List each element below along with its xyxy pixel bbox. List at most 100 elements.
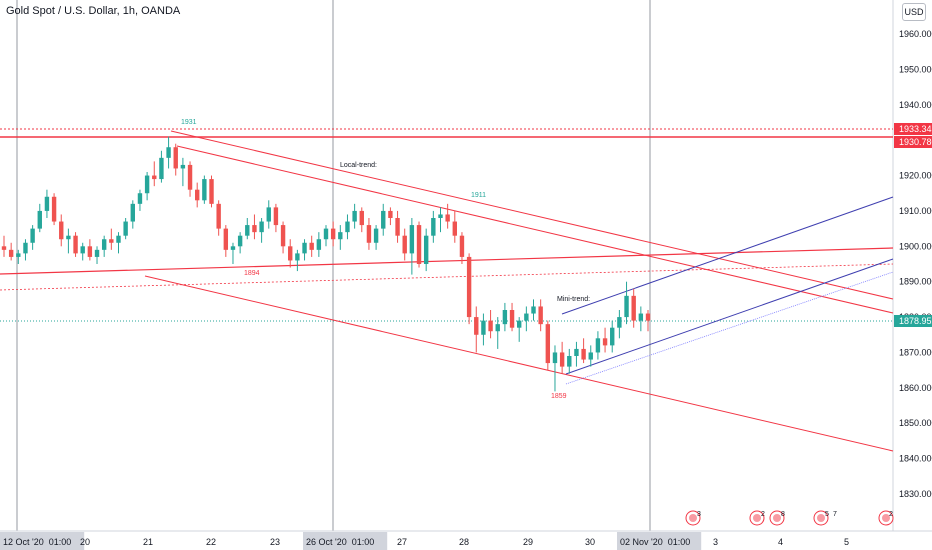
event-marker[interactable]: 3	[685, 510, 701, 526]
candle-body	[144, 175, 150, 194]
candle-body	[252, 225, 257, 233]
candle-body	[216, 203, 221, 229]
candle-body	[8, 249, 14, 257]
event-count: 8	[781, 511, 785, 518]
x-tick-label: 02 Nov '20 01:00	[620, 537, 690, 547]
event-marker[interactable]: 2	[749, 510, 765, 526]
candle-body	[1, 246, 7, 250]
candle-body	[624, 295, 629, 318]
candle-body	[152, 175, 157, 180]
candle-body	[230, 246, 236, 250]
candle-body	[116, 235, 121, 243]
candle-body	[352, 210, 357, 222]
event-count: 5	[825, 511, 829, 518]
y-tick-label: 1920.000	[899, 171, 932, 181]
candle-body	[73, 235, 78, 254]
candle-body	[409, 225, 415, 254]
event-count: 7	[833, 511, 837, 518]
trend-lines	[0, 130, 894, 452]
price-badge-1933	[894, 123, 932, 135]
candle-body	[517, 320, 522, 328]
annotation-local-trend: Local-trend:	[340, 162, 377, 169]
annotation-low-1859: 1859	[551, 393, 567, 400]
x-tick-label: 22	[206, 537, 216, 547]
annotation-high-1931: 1931	[181, 119, 197, 126]
candle-body	[474, 317, 479, 335]
x-label-highlight	[0, 532, 85, 550]
candle-body	[187, 164, 193, 190]
candle-body	[359, 210, 364, 226]
candle-body	[180, 164, 186, 169]
annotation-low-1894: 1894	[244, 270, 260, 277]
candle-body	[552, 352, 558, 364]
candle-body	[202, 179, 207, 201]
candle-body	[524, 313, 529, 321]
candle-body	[502, 310, 508, 325]
candle-body	[645, 313, 651, 321]
event-count: 2	[889, 511, 893, 518]
candle-body	[595, 338, 601, 353]
event-markers[interactable]: 3 2 8 5 7 2	[685, 510, 894, 526]
time-axis[interactable]: 12 Oct '20 01:00 20 21 22 23 26 Oct '20 01:00…	[0, 532, 849, 550]
currency-button[interactable]: USD	[902, 3, 926, 21]
x-tick-label: 12 Oct '20 01:00	[3, 537, 71, 547]
y-tick-label: 1850.000	[899, 418, 932, 428]
candle-body	[195, 189, 200, 201]
annotation-mini-trend: Mini-trend:	[557, 296, 590, 303]
candle-body	[66, 235, 71, 240]
y-tick-label: 1860.000	[899, 383, 932, 393]
y-tick-label: 1960.000	[899, 29, 932, 39]
candle-body	[588, 352, 593, 360]
session-separators	[16, 0, 651, 531]
candle-body	[423, 235, 429, 264]
candle-body	[273, 207, 279, 226]
price-axis[interactable]: 1960.0001950.0001940.0001930.0001920.000…	[899, 29, 932, 499]
candle-body	[302, 242, 307, 254]
event-marker[interactable]: 2	[878, 510, 894, 526]
candle-body	[16, 253, 21, 257]
horizontal-levels	[0, 128, 893, 322]
y-tick-label: 1890.000	[899, 277, 932, 287]
candle-body	[280, 225, 286, 247]
candle-body	[245, 225, 250, 236]
event-marker[interactable]: 5	[813, 510, 829, 526]
candle-body	[481, 320, 486, 335]
candle-body	[94, 249, 100, 257]
candle-body	[438, 214, 443, 218]
event-count: 2	[761, 511, 765, 518]
candle-body	[459, 235, 465, 257]
y-tick-label: 1950.000	[899, 64, 932, 74]
candle-body	[631, 295, 636, 321]
candle-body	[209, 179, 214, 204]
candle-body	[51, 196, 57, 222]
candle-body	[130, 203, 135, 222]
annotations: 1931 1911 1894 1859 Local-trend: Mini-tr…	[181, 119, 590, 400]
candle-body	[44, 196, 50, 211]
price-badge-1930	[894, 136, 932, 148]
event-marker[interactable]: 8	[769, 510, 785, 526]
x-tick-label: 21	[143, 537, 153, 547]
candle-body	[330, 228, 336, 240]
x-tick-label: 29	[523, 537, 533, 547]
x-tick-label: 5	[844, 537, 849, 547]
x-tick-label: 4	[778, 537, 783, 547]
candle-body	[266, 207, 271, 222]
candle-body	[602, 338, 608, 346]
candle-body	[366, 225, 372, 243]
x-tick-label: 30	[585, 537, 595, 547]
x-label-highlight	[303, 532, 388, 550]
candle-body	[495, 324, 500, 332]
candle-body	[159, 157, 164, 180]
candle-body	[617, 317, 622, 328]
y-tick-label: 1830.000	[899, 489, 932, 499]
candle-body	[173, 147, 178, 169]
y-tick-label: 1870.000	[899, 347, 932, 357]
x-tick-label: 26 Oct '20 01:00	[306, 537, 374, 547]
candle-body	[87, 246, 93, 257]
candle-body	[373, 228, 379, 243]
event-count: 3	[697, 511, 701, 518]
candle-body	[509, 310, 515, 328]
candle-body	[309, 242, 314, 250]
candle-body	[402, 235, 407, 254]
